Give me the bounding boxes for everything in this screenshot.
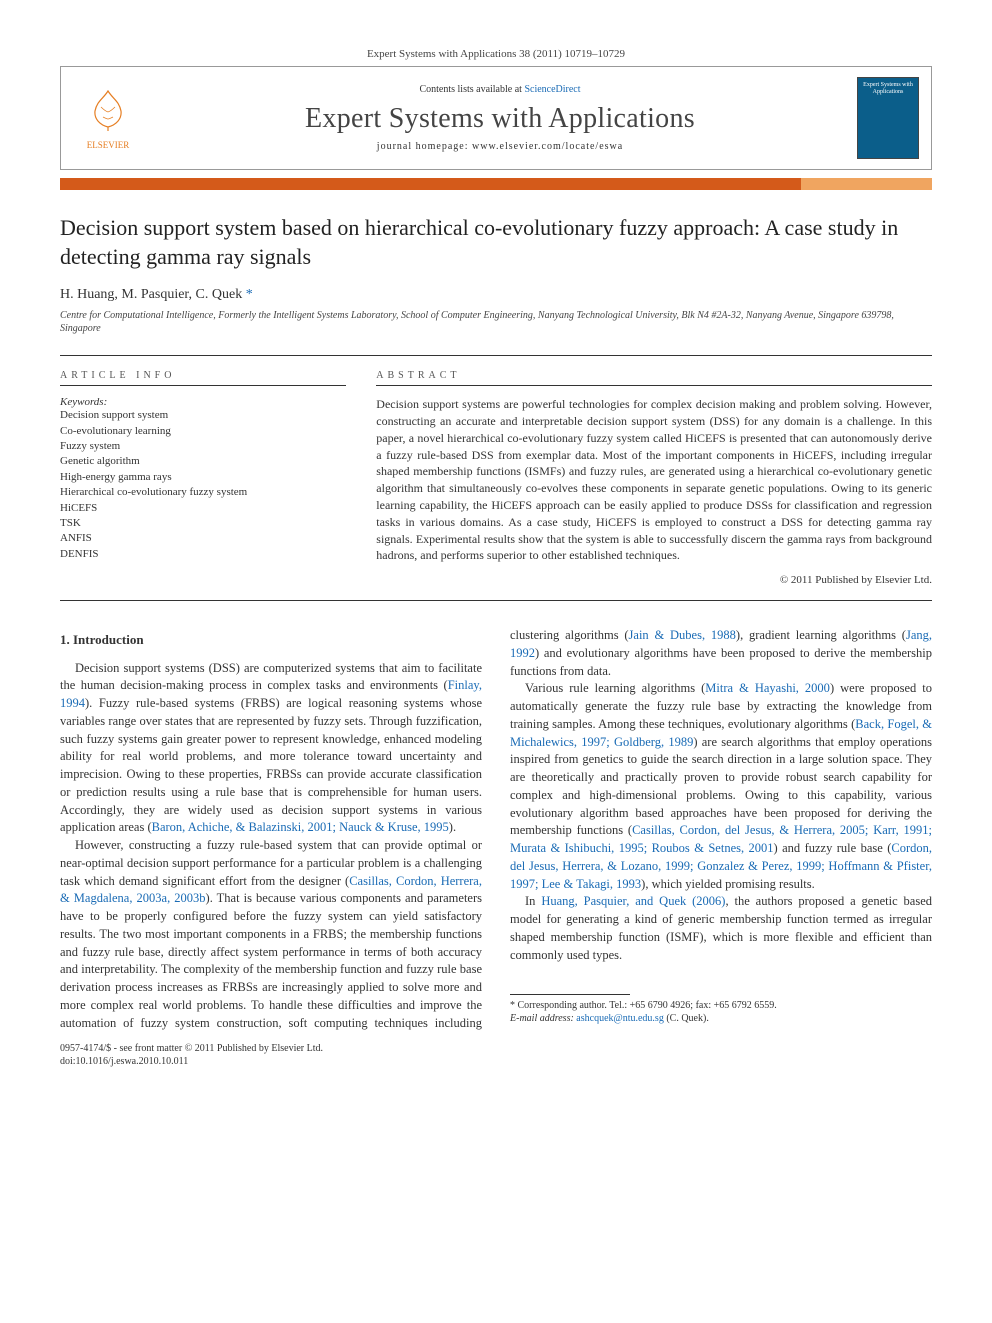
citation-link[interactable]: Mitra & Hayashi, 2000 (705, 681, 830, 695)
keyword: HiCEFS (60, 501, 346, 516)
email-link[interactable]: ashcquek@ntu.edu.sg (576, 1013, 664, 1024)
article-title: Decision support system based on hierarc… (60, 214, 932, 271)
keyword: ANFIS (60, 531, 346, 546)
text-run: ), gradient learning algorithms ( (736, 628, 906, 642)
corresponding-author-note: * Corresponding author. Tel.: +65 6790 4… (510, 999, 932, 1012)
text-run: In (525, 894, 541, 908)
body-paragraph: In Huang, Pasquier, and Quek (2006), the… (510, 893, 932, 964)
publisher-name: ELSEVIER (87, 140, 130, 150)
section-heading-introduction: 1. Introduction (60, 631, 482, 649)
info-abstract-row: ARTICLE INFO Keywords: Decision support … (60, 355, 932, 601)
abstract-copyright: © 2011 Published by Elsevier Ltd. (376, 574, 932, 586)
header-center: Contents lists available at ScienceDirec… (143, 84, 857, 152)
text-run: Various rule learning algorithms ( (525, 681, 705, 695)
abstract-text: Decision support systems are powerful te… (376, 396, 932, 564)
keywords-label: Keywords: (60, 396, 346, 408)
keyword: Genetic algorithm (60, 454, 346, 469)
publication-footer: 0957-4174/$ - see front matter © 2011 Pu… (60, 1042, 932, 1068)
citation-link[interactable]: Huang, Pasquier, and Quek (2006) (541, 894, 725, 908)
body-paragraph: Various rule learning algorithms (Mitra … (510, 680, 932, 893)
doi-line: doi:10.1016/j.eswa.2010.10.011 (60, 1055, 932, 1068)
article-info-column: ARTICLE INFO Keywords: Decision support … (60, 370, 346, 586)
front-matter-line: 0957-4174/$ - see front matter © 2011 Pu… (60, 1042, 932, 1055)
text-run: ), which yielded promising results. (641, 877, 815, 891)
journal-meta: Expert Systems with Applications 38 (201… (60, 48, 932, 60)
journal-header: ELSEVIER Contents lists available at Sci… (60, 66, 932, 170)
citation-link[interactable]: Baron, Achiche, & Balazinski, 2001; Nauc… (152, 820, 449, 834)
elsevier-logo: ELSEVIER (73, 87, 143, 150)
journal-name: Expert Systems with Applications (143, 103, 857, 135)
body-paragraph: Decision support systems (DSS) are compu… (60, 660, 482, 838)
keyword: DENFIS (60, 547, 346, 562)
body-columns: 1. Introduction Decision support systems… (60, 627, 932, 1032)
email-label: E-mail address: (510, 1013, 576, 1024)
sciencedirect-link[interactable]: ScienceDirect (524, 84, 580, 95)
keyword: Hierarchical co-evolutionary fuzzy syste… (60, 485, 346, 500)
journal-homepage: journal homepage: www.elsevier.com/locat… (143, 141, 857, 152)
contents-label: Contents lists available at (419, 84, 524, 95)
text-run: Decision support systems (DSS) are compu… (60, 661, 482, 693)
text-run: ) are search algorithms that employ oper… (510, 735, 932, 838)
text-run: ) and fuzzy rule base ( (774, 841, 892, 855)
email-who: (C. Quek). (664, 1013, 709, 1024)
author-list: H. Huang, M. Pasquier, C. Quek (60, 287, 242, 302)
footnote-rule (510, 994, 630, 995)
keyword: Fuzzy system (60, 439, 346, 454)
journal-cover-thumb: Expert Systems with Applications (857, 77, 919, 159)
authors: H. Huang, M. Pasquier, C. Quek * (60, 287, 932, 303)
text-run: ). (449, 820, 456, 834)
text-run: ). Fuzzy rule-based systems (FRBS) are l… (60, 696, 482, 834)
cover-title: Expert Systems with Applications (862, 82, 914, 95)
keyword: Decision support system (60, 408, 346, 423)
email-line: E-mail address: ashcquek@ntu.edu.sg (C. … (510, 1012, 932, 1025)
keywords-list: Decision support system Co-evolutionary … (60, 408, 346, 562)
article-info-heading: ARTICLE INFO (60, 370, 346, 386)
affiliation: Centre for Computational Intelligence, F… (60, 309, 932, 335)
abstract-column: ABSTRACT Decision support systems are po… (376, 370, 932, 586)
text-run: ) and evolutionary algorithms have been … (510, 646, 932, 678)
elsevier-tree-icon (85, 87, 131, 140)
keyword: TSK (60, 516, 346, 531)
contents-lists: Contents lists available at ScienceDirec… (143, 84, 857, 95)
citation-link[interactable]: Jain & Dubes, 1988 (629, 628, 736, 642)
orange-divider-bar (60, 178, 932, 190)
abstract-heading: ABSTRACT (376, 370, 932, 386)
keyword: High-energy gamma rays (60, 470, 346, 485)
keyword: Co-evolutionary learning (60, 424, 346, 439)
footnotes: * Corresponding author. Tel.: +65 6790 4… (510, 990, 932, 1025)
corresponding-author-mark[interactable]: * (246, 287, 253, 302)
page: Expert Systems with Applications 38 (201… (0, 0, 992, 1108)
